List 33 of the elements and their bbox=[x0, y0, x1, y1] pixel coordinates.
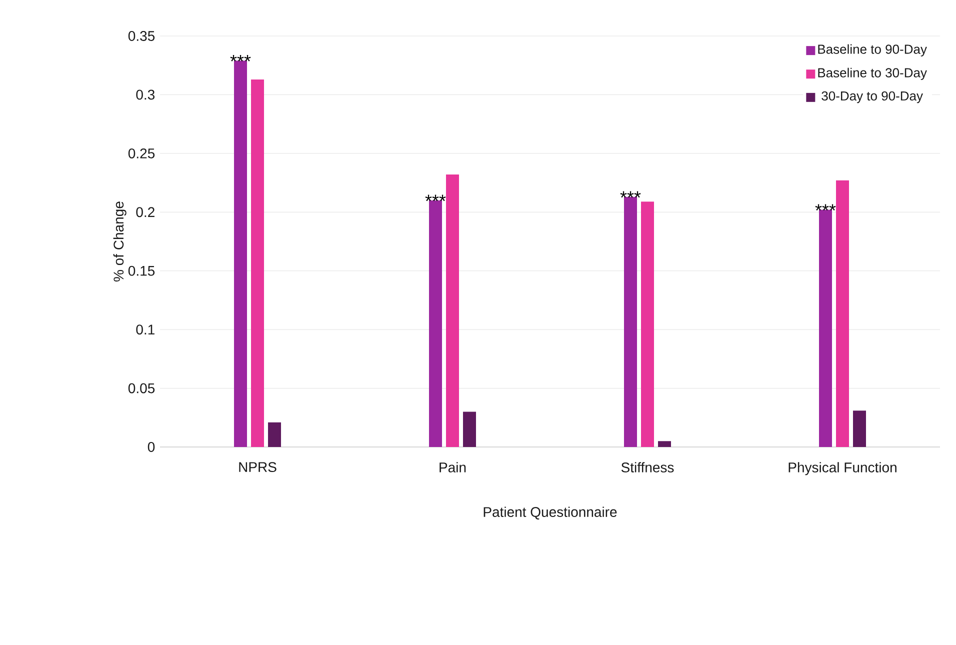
bar bbox=[446, 174, 460, 447]
annotation: *** bbox=[815, 204, 836, 211]
y-tick-label: 0.1 bbox=[136, 324, 154, 335]
x-tick-label: Stiffness bbox=[621, 462, 674, 472]
bar bbox=[251, 79, 264, 447]
y-tick-label: 0.3 bbox=[136, 90, 155, 100]
y-tick-label: 0.2 bbox=[136, 207, 154, 218]
bar bbox=[658, 441, 671, 447]
legend-label: Baseline to 30-Day bbox=[818, 68, 927, 80]
y-tick-label: 0 bbox=[148, 442, 155, 452]
x-tick-label: NPRS bbox=[239, 462, 276, 472]
y-tick-label: 0.15 bbox=[128, 266, 155, 276]
annotation: *** bbox=[425, 194, 446, 202]
bar bbox=[641, 202, 654, 447]
y-tick-label: 0.05 bbox=[128, 383, 155, 394]
bar bbox=[624, 196, 638, 447]
bar bbox=[853, 410, 866, 447]
x-tick-label: Pain bbox=[440, 462, 466, 472]
legend-label: 30-Day to 90-Day bbox=[822, 91, 923, 104]
x-tick-label: Physical Function bbox=[788, 462, 896, 476]
bar bbox=[819, 210, 832, 447]
y-tick-label: 0.35 bbox=[128, 31, 155, 41]
y-axis-title: % of Change bbox=[113, 202, 126, 282]
y-tick-label: 0.25 bbox=[128, 148, 155, 158]
bar bbox=[429, 200, 442, 447]
legend-label: Baseline to 90-Day bbox=[818, 44, 927, 56]
bar bbox=[836, 180, 849, 447]
x-axis-title: Patient Questionnaire bbox=[484, 506, 617, 520]
bar bbox=[234, 60, 248, 447]
bar bbox=[463, 412, 476, 447]
annotation: *** bbox=[230, 55, 251, 62]
annotation: *** bbox=[620, 191, 641, 198]
bar bbox=[268, 422, 282, 447]
